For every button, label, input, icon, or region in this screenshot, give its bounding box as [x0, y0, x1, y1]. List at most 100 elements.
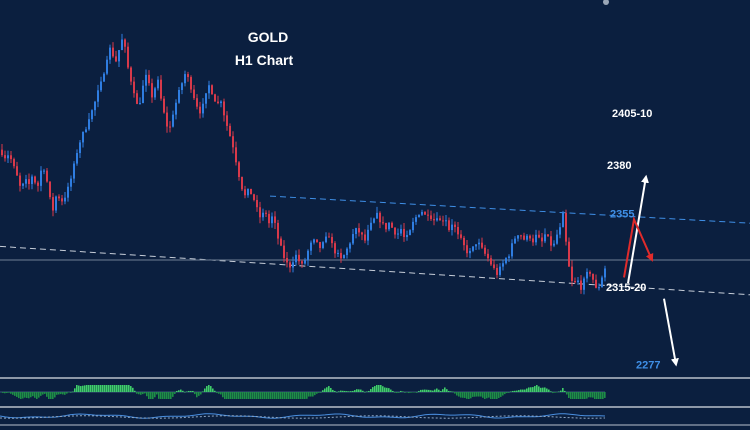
level-label: 2405-10 — [612, 108, 652, 120]
oscillator-bar — [248, 392, 250, 399]
candle-body — [547, 234, 549, 237]
oscillator-line-main — [0, 413, 606, 419]
oscillator-bar — [94, 385, 96, 392]
oscillator-bar — [306, 392, 308, 399]
candle-body — [184, 74, 186, 84]
oscillator-bar — [112, 385, 114, 392]
candle-body — [1, 149, 3, 156]
oscillator-bar — [500, 392, 502, 397]
oscillator-bar — [224, 392, 226, 399]
candle-body — [226, 115, 228, 126]
chart-title: GOLD — [248, 29, 288, 45]
oscillator-bar — [350, 391, 352, 392]
candle-body — [232, 136, 234, 148]
oscillator-bar — [172, 392, 174, 397]
oscillator-bar — [76, 385, 78, 392]
candle-body — [472, 246, 474, 251]
oscillator-bar — [116, 385, 118, 392]
oscillator-bar — [98, 385, 100, 392]
oscillator-bar — [452, 391, 454, 393]
candle-body — [217, 101, 219, 104]
candle-body — [244, 189, 246, 196]
oscillator-bar — [420, 389, 422, 392]
oscillator-bar — [352, 390, 354, 392]
oscillator-bar — [478, 392, 480, 397]
candle-body — [97, 90, 99, 102]
candle-body — [478, 242, 480, 245]
candle-body — [439, 218, 441, 221]
candle-body — [313, 239, 315, 243]
oscillator-bar — [474, 392, 476, 397]
candle-body — [25, 179, 27, 184]
oscillator-bar — [542, 387, 544, 392]
candle-body — [388, 222, 390, 230]
candle-body — [586, 271, 588, 279]
candle-body — [415, 217, 417, 222]
oscillator-bar — [154, 392, 156, 398]
oscillator-bar — [418, 390, 420, 392]
candle-body — [376, 212, 378, 219]
oscillator-bar — [80, 386, 82, 392]
candle-body — [496, 267, 498, 275]
oscillator-bar — [498, 392, 500, 398]
oscillator-bar — [234, 392, 236, 399]
candle-body — [52, 197, 54, 211]
candle-body — [541, 237, 543, 242]
oscillator-bar — [106, 385, 108, 392]
candle-body — [175, 102, 177, 115]
oscillator-bar — [414, 392, 416, 393]
oscillator-bar — [600, 392, 602, 399]
candle-body — [418, 214, 420, 218]
oscillator-bar — [412, 392, 414, 393]
oscillator-bar — [250, 392, 252, 399]
candle-body — [400, 228, 402, 234]
oscillator-bar — [288, 392, 290, 399]
candle-body — [310, 242, 312, 251]
oscillator-bar — [364, 392, 366, 393]
oscillator-bar — [594, 392, 596, 399]
oscillator-bar — [346, 391, 348, 392]
oscillator-bar — [366, 391, 368, 392]
oscillator-bar — [26, 392, 28, 398]
candle-body — [412, 221, 414, 231]
oscillator-bar — [66, 392, 68, 394]
oscillator-bar — [322, 390, 324, 392]
candle-body — [4, 155, 6, 159]
candle-body — [352, 234, 354, 244]
oscillator-bar — [146, 392, 148, 397]
candle-body — [163, 98, 165, 113]
candle-body — [241, 177, 243, 190]
oscillator-bar — [334, 390, 336, 392]
candle-body — [379, 212, 381, 223]
oscillator-bar — [52, 392, 54, 399]
oscillator-bar — [512, 390, 514, 392]
candle-body — [481, 242, 483, 248]
oscillator-bar — [604, 392, 606, 398]
candle-body — [199, 106, 201, 114]
candle-body — [517, 235, 519, 239]
candle-body — [409, 230, 411, 236]
oscillator-bar — [114, 385, 116, 392]
oscillator-bar — [488, 392, 490, 398]
oscillator-bar — [494, 392, 496, 399]
oscillator-bar — [38, 392, 40, 398]
oscillator-bar — [202, 391, 204, 392]
candle-body — [340, 252, 342, 259]
oscillator-bar — [200, 392, 202, 395]
oscillator-bar — [70, 392, 72, 393]
oscillator-bar — [508, 392, 510, 393]
candle-body — [535, 234, 537, 243]
oscillator-bar — [538, 386, 540, 392]
candle-body — [28, 179, 30, 185]
oscillator-bar — [534, 386, 536, 392]
candle-body — [595, 279, 597, 288]
candle-body — [406, 235, 408, 238]
projection-arrows-layer — [623, 174, 679, 367]
candle-body — [550, 236, 552, 246]
oscillator-bar — [8, 392, 10, 393]
oscillator-bar — [578, 392, 580, 399]
oscillator-bar — [438, 389, 440, 392]
oscillator-bar — [24, 392, 26, 398]
candle-body — [448, 220, 450, 231]
